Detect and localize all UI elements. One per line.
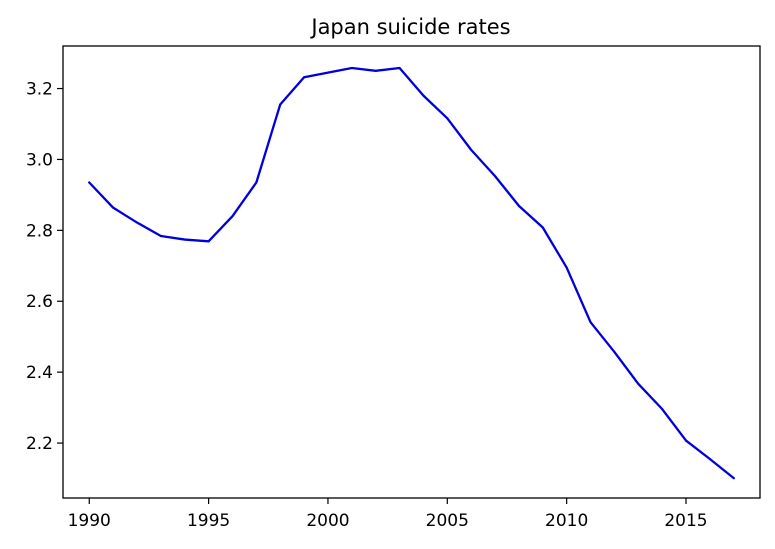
x-tick-label: 1995: [187, 511, 230, 531]
data-point: [231, 215, 234, 218]
data-points: [88, 66, 735, 480]
x-tick-label: 1990: [68, 511, 111, 531]
data-point: [637, 382, 640, 385]
chart-title: Japan suicide rates: [309, 15, 510, 39]
data-point: [661, 408, 664, 411]
data-point: [279, 103, 282, 106]
data-point: [183, 238, 186, 241]
data-point: [303, 76, 306, 79]
y-tick-label: 2.8: [26, 221, 53, 241]
y-axis: 2.2 2.4 2.6 2.8 3.0 3.2: [26, 80, 63, 454]
data-point: [708, 458, 711, 461]
x-tick-label: 2010: [545, 511, 588, 531]
data-point: [112, 206, 115, 209]
y-tick-label: 2.4: [26, 363, 53, 383]
data-point: [541, 226, 544, 229]
data-point: [589, 321, 592, 324]
data-point: [88, 181, 91, 184]
x-tick-label: 2000: [306, 511, 349, 531]
data-point: [732, 477, 735, 480]
x-axis: 1990 1995 2000 2005 2010 2015: [68, 498, 708, 531]
data-point: [374, 69, 377, 72]
data-point: [494, 175, 497, 178]
y-tick-label: 2.6: [26, 292, 53, 312]
series-line: [88, 66, 735, 480]
data-point: [159, 235, 162, 238]
data-point: [207, 240, 210, 243]
data-point: [565, 266, 568, 269]
data-point: [613, 350, 616, 353]
data-point: [398, 66, 401, 69]
y-tick-label: 3.2: [26, 80, 53, 100]
data-point: [685, 439, 688, 442]
plot-frame: [62, 45, 761, 499]
data-point: [135, 221, 138, 224]
y-tick-label: 3.0: [26, 150, 53, 170]
data-point: [422, 94, 425, 97]
data-point: [470, 148, 473, 151]
data-point: [255, 181, 258, 184]
data-point: [326, 71, 329, 74]
data-point: [446, 117, 449, 120]
x-tick-label: 2005: [426, 511, 469, 531]
data-point: [350, 66, 353, 69]
y-tick-label: 2.2: [26, 434, 53, 454]
data-point: [517, 204, 520, 207]
x-tick-label: 2015: [664, 511, 707, 531]
